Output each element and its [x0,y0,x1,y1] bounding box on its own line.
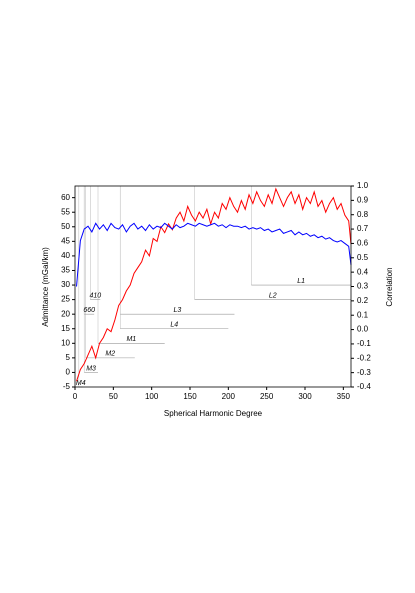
y-tick-label: -5 [63,382,71,391]
y2-tick-label: 0.8 [357,210,369,219]
y2-tick-label: -0.1 [357,339,371,348]
y2-tick-label: 0.0 [357,325,369,334]
annotation-label: L1 [297,278,305,285]
y2-tick-label: -0.3 [357,368,371,377]
y-tick-label: 30 [61,280,70,289]
y2-tick-label: 0.1 [357,310,369,319]
y2-tick-label: 0.2 [357,296,369,305]
x-tick-label: 200 [222,392,236,401]
x-tick-label: 350 [337,392,351,401]
y-tick-label: 20 [61,309,70,318]
y2-tick-label: 0.4 [357,267,369,276]
y2-tick-label: 0.9 [357,195,369,204]
y2-tick-label: 0.6 [357,239,369,248]
annotation-label: M3 [86,365,96,372]
x-tick-label: 150 [183,392,197,401]
annotation-label: M1 [126,336,136,343]
annotation-label: L3 [173,307,181,314]
y-tick-label: 15 [61,324,70,333]
y-tick-label: 0 [66,368,71,377]
y-tick-label: 60 [61,193,70,202]
y-axis-label: Admittance (mGal/km) [41,247,50,327]
x-tick-label: 100 [145,392,159,401]
y2-tick-label: -0.4 [357,382,371,391]
y-tick-label: 40 [61,251,70,260]
y-tick-label: 10 [61,338,70,347]
x-axis-label: Spherical Harmonic Degree [164,409,263,418]
y-tick-label: 50 [61,222,70,231]
annotation-label: M2 [105,351,115,358]
y2-tick-label: 0.7 [357,224,369,233]
y-tick-label: 5 [66,353,71,362]
y-tick-label: 55 [61,207,70,216]
y2-tick-label: 0.5 [357,253,369,262]
y2-axis-label: Correlation [385,267,394,306]
y-tick-label: 45 [61,236,70,245]
y-tick-label: 25 [61,295,70,304]
annotation-label: M4 [76,380,86,387]
series-line [76,187,352,382]
x-tick-label: 250 [260,392,274,401]
annotation-label: 660 [83,307,95,314]
series-line [76,222,352,287]
x-tick-label: 0 [73,392,78,401]
x-tick-label: 50 [109,392,118,401]
annotation-label: L4 [170,322,178,329]
y-tick-label: 35 [61,266,70,275]
x-tick-label: 300 [298,392,312,401]
y2-tick-label: 1.0 [357,181,369,190]
annotation-label: 410 [89,292,101,299]
annotation-label: L2 [269,292,277,299]
y2-tick-label: 0.3 [357,282,369,291]
y2-tick-label: -0.2 [357,353,371,362]
